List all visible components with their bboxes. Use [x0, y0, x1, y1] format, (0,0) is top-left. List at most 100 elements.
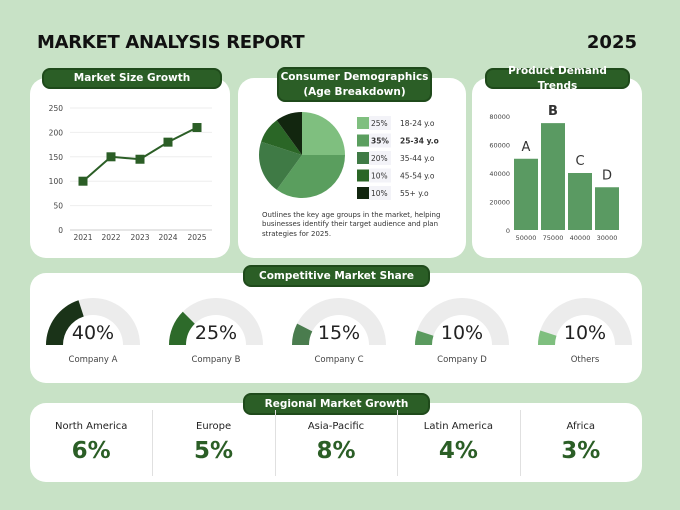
gauge-fill [46, 300, 84, 345]
y-tick-label: 20000 [489, 199, 510, 207]
gauge-track [538, 298, 632, 345]
legend-pct-bg [369, 116, 391, 130]
x-tick-label: 2021 [73, 233, 92, 242]
report-year: 2025 [586, 32, 637, 53]
legend-swatch [357, 134, 369, 147]
region-item: Latin America 4% [397, 403, 519, 482]
series-line [82, 126, 198, 182]
legend-swatch [357, 187, 369, 199]
data-point [106, 152, 116, 162]
legend-pct: 10% [371, 172, 388, 181]
legend-label: 25-34 y.o [400, 137, 439, 146]
gauge-label: Company D [437, 355, 487, 365]
region-growth-value: 4% [438, 438, 478, 464]
region-name: Africa [566, 421, 596, 432]
market-share-title: Competitive Market Share [243, 265, 430, 287]
bar [568, 173, 592, 230]
region-growth-value: 6% [71, 438, 111, 464]
y-tick-label: 100 [49, 177, 64, 186]
gauge-track [169, 298, 263, 345]
y-tick-label: 40000 [489, 170, 510, 178]
gauge-percent: 25% [195, 322, 237, 344]
data-point [135, 154, 145, 164]
gauge-label: Company B [192, 355, 241, 365]
y-tick-label: 150 [49, 153, 64, 162]
region-name: Latin America [423, 421, 493, 432]
page-title: MARKET ANALYSIS REPORT [37, 32, 305, 53]
pie-slice [261, 120, 302, 155]
x-tick-label: 2022 [101, 233, 120, 242]
y-tick-label: 0 [506, 227, 510, 235]
legend-pct: 10% [371, 189, 388, 198]
legend-swatch [357, 152, 369, 164]
x-tick-label: 2023 [130, 233, 149, 242]
gauge-track [292, 298, 386, 345]
data-point [192, 123, 202, 133]
bar-label: B [548, 104, 558, 119]
x-tick-label: 50000 [516, 234, 537, 242]
gauge-percent: 15% [318, 322, 360, 344]
x-tick-label: 40000 [570, 234, 591, 242]
data-point [163, 137, 173, 147]
gauge-fill [292, 323, 313, 345]
regional-card [30, 403, 642, 482]
bar-label: D [602, 168, 612, 183]
legend-pct: 35% [371, 137, 389, 146]
y-tick-label: 80000 [489, 113, 510, 121]
bar-label: C [575, 154, 584, 169]
pie-slice [259, 141, 302, 190]
y-tick-label: 50 [53, 202, 63, 211]
legend-label: 35-44 y.o [400, 154, 435, 163]
divider [397, 410, 399, 476]
legend-label: 45-54 y.o [400, 172, 435, 181]
region-item: North America 6% [30, 403, 152, 482]
gauge-percent: 40% [72, 322, 114, 344]
demographics-title: Consumer Demographics (Age Breakdown) [277, 67, 432, 102]
gauge-track [415, 298, 509, 345]
region-item: Europe 5% [152, 403, 274, 482]
region-growth-value: 3% [561, 438, 601, 464]
demographics-title-line2: (Age Breakdown) [303, 85, 406, 98]
y-tick-label: 250 [49, 104, 64, 113]
gauge-fill [169, 311, 195, 345]
y-tick-label: 60000 [489, 142, 510, 150]
region-name: North America [54, 421, 128, 432]
y-tick-label: 0 [58, 226, 63, 235]
pie-slice [302, 112, 345, 155]
x-tick-label: 30000 [597, 234, 618, 242]
demographics-title-line1: Consumer Demographics [280, 71, 429, 84]
divider [519, 410, 521, 476]
region-item: Asia-Pacific 8% [275, 403, 397, 482]
gauge-percent: 10% [441, 322, 483, 344]
legend-pct: 20% [371, 154, 388, 163]
data-point [78, 176, 88, 186]
x-tick-label: 2025 [187, 233, 206, 242]
gauge-fill [415, 330, 434, 345]
x-tick-label: 75000 [543, 234, 564, 242]
region-name: Asia-Pacific [307, 421, 365, 432]
gauge-fill [538, 330, 557, 345]
legend-pct-bg [369, 168, 391, 183]
gauge-percent: 10% [564, 322, 606, 344]
pie-slice [276, 155, 345, 198]
gauge-label: Others [571, 355, 600, 365]
region-growth-value: 5% [194, 438, 234, 464]
gauge-label: Company C [314, 355, 363, 365]
legend-swatch [357, 117, 369, 129]
x-tick-label: 2024 [158, 233, 177, 242]
legend-pct: 25% [371, 119, 388, 128]
region-growth-value: 8% [316, 438, 356, 464]
y-tick-label: 200 [49, 128, 64, 137]
bar [595, 187, 619, 230]
bar-label: A [522, 140, 531, 155]
pie-slice [276, 112, 302, 155]
market-size-title: Market Size Growth [42, 68, 222, 89]
regional-title: Regional Market Growth [243, 393, 430, 415]
bar [541, 123, 565, 230]
region-name: Europe [196, 421, 232, 432]
gauge-label: Company A [69, 355, 118, 365]
legend-pct-bg [369, 133, 391, 148]
legend-label: 55+ y.o [400, 189, 429, 198]
demographics-description: Outlines the key age groups in the marke… [262, 211, 441, 238]
